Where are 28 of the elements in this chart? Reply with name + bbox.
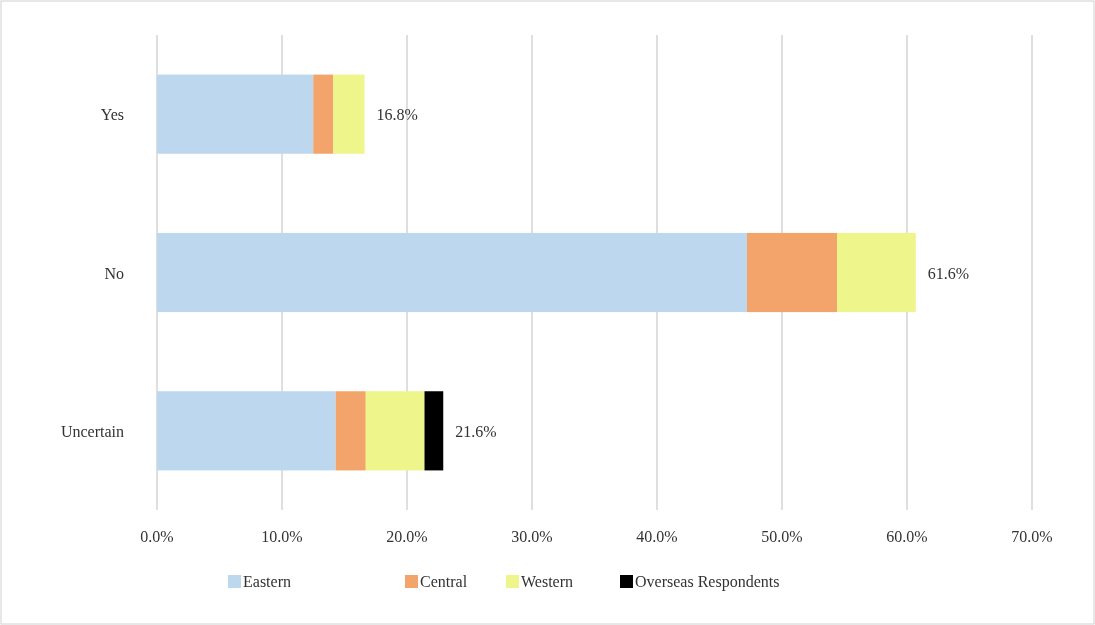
y-tick-label: Yes (100, 106, 124, 124)
x-tick-label: 60.0% (886, 528, 928, 545)
legend-label: Central (420, 573, 468, 590)
bar (157, 74, 314, 154)
annotation: 16.8% (376, 106, 418, 124)
bar (313, 74, 334, 154)
x-tick-label: 50.0% (761, 528, 803, 545)
bar (837, 232, 916, 313)
x-tick-label: 30.0% (511, 528, 553, 545)
x-tick-label: 70.0% (1011, 528, 1053, 545)
legend-label: Overseas Respondents (635, 573, 780, 591)
bar (424, 391, 444, 471)
x-tick-label: 20.0% (386, 528, 428, 545)
bar (365, 391, 425, 471)
x-tick-label: 0.0% (140, 528, 174, 545)
x-tick-label: 10.0% (261, 528, 303, 545)
bar (335, 391, 366, 471)
annotation: 21.6% (455, 422, 497, 440)
bar (157, 391, 336, 471)
y-tick-label: No (104, 264, 124, 282)
bar (747, 232, 837, 313)
legend-label: Western (521, 573, 574, 590)
y-tick-label: Uncertain (60, 422, 124, 440)
bar (333, 74, 365, 154)
bar (157, 232, 747, 313)
legend-label: Eastern (243, 573, 291, 590)
x-tick-label: 40.0% (636, 528, 678, 545)
annotation: 61.6% (927, 264, 970, 282)
